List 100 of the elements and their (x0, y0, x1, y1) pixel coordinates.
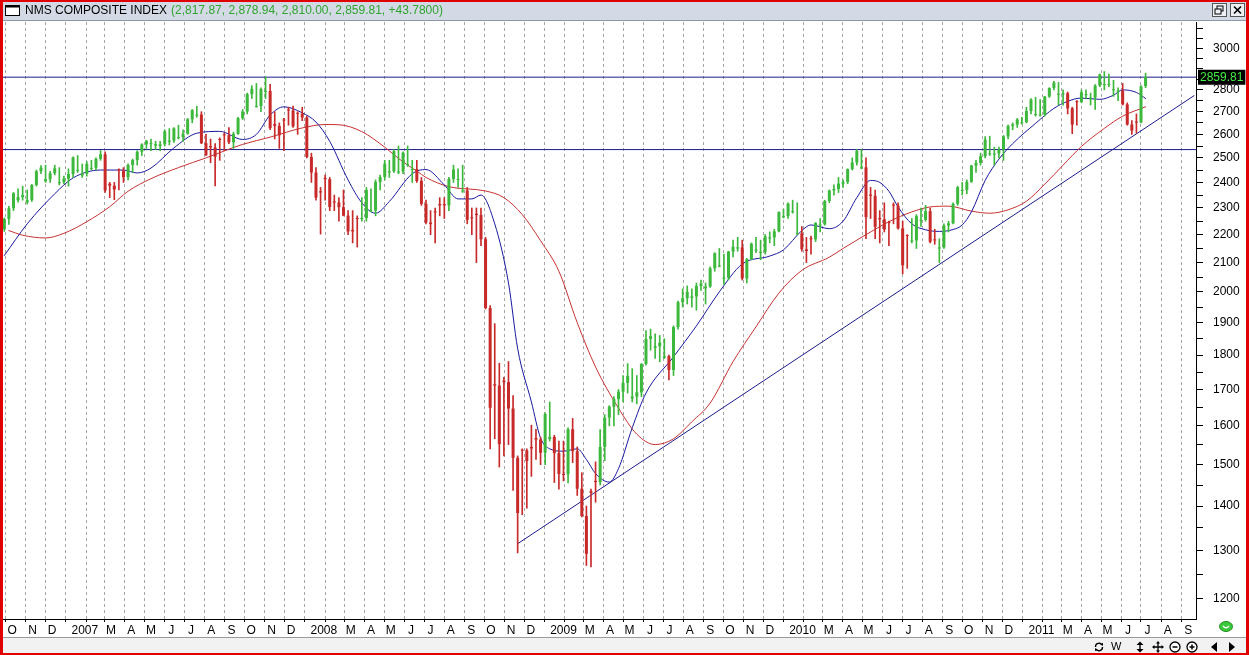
x-tick-label: N (267, 622, 276, 637)
x-tick-label: A (127, 622, 136, 637)
x-tick-label: N (506, 622, 516, 637)
candlestick (891, 202, 895, 225)
x-tick-label: J (407, 622, 414, 637)
candlestick (195, 105, 199, 118)
x-tick-label: A (685, 622, 694, 637)
y-tick-label: 2700 (1213, 104, 1241, 119)
x-tick-label: M (823, 622, 834, 637)
x-tick-label: D (526, 622, 536, 637)
candlestick (905, 234, 909, 269)
y-tick-label: 1900 (1213, 315, 1241, 330)
x-tick-label: M (106, 622, 117, 637)
candlestick (410, 159, 414, 183)
y-tick-label: 2200 (1213, 226, 1241, 241)
y-tick-label: 2300 (1213, 200, 1241, 215)
candlestick (662, 338, 666, 359)
x-tick-label: D (286, 622, 296, 637)
y-tick-label: 1700 (1213, 381, 1241, 396)
candlestick (149, 138, 153, 152)
x-tick-label: D (1004, 622, 1014, 637)
candlestick (57, 167, 61, 186)
candlestick (433, 207, 437, 244)
x-tick-label: 2010 (789, 622, 817, 637)
y-tick-label: 2600 (1213, 126, 1241, 141)
x-tick-label: J (168, 622, 175, 637)
y-tick-label: 2800 (1213, 82, 1241, 97)
y-tick-label: 2400 (1213, 174, 1241, 189)
x-tick-label: J (885, 622, 892, 637)
candlestick (1084, 89, 1088, 99)
x-tick-label: S (706, 622, 715, 637)
y-tick-label: 3000 (1213, 40, 1241, 55)
candlestick (653, 333, 657, 359)
candlestick (121, 167, 125, 183)
candlestick (525, 448, 529, 509)
x-tick-label: A (446, 622, 455, 637)
candlestick (158, 141, 162, 152)
candlestick (1057, 82, 1060, 106)
x-tick-label: J (1124, 622, 1131, 637)
candlestick (451, 164, 455, 183)
x-tick-label: A (1163, 622, 1172, 637)
candlestick (218, 137, 222, 161)
x-tick-label: N (28, 622, 37, 637)
candlestick (589, 488, 593, 568)
candlestick (671, 325, 675, 376)
candlestick (16, 188, 20, 203)
candlestick (635, 375, 639, 405)
candlestick (286, 106, 290, 126)
candlestick (222, 132, 226, 152)
x-tick-label: J (666, 622, 673, 637)
candlestick (282, 118, 286, 152)
x-tick-label: J (187, 622, 194, 637)
y-tick-label: 1200 (1213, 590, 1241, 605)
x-tick-label: A (207, 622, 216, 637)
x-tick-label: M (863, 622, 874, 637)
candlestick (818, 218, 822, 233)
x-tick-label: S (227, 622, 236, 637)
x-tick-label: D (765, 622, 775, 637)
candlestick (616, 389, 620, 416)
ref-line-label: 2859.81 (1200, 69, 1244, 84)
x-tick-label: S (945, 622, 954, 637)
candlestick (1107, 73, 1111, 87)
x-tick-label: M (1062, 622, 1073, 637)
y-tick-label: 1600 (1213, 418, 1241, 433)
candlestick (213, 143, 217, 187)
candlestick (717, 248, 721, 268)
candlestick (910, 218, 914, 244)
x-tick-label: 2008 (310, 622, 338, 637)
x-tick-label: A (366, 622, 375, 637)
candlestick (1002, 135, 1005, 161)
x-tick-label: S (467, 622, 476, 637)
x-tick-label: D (47, 622, 57, 637)
candlestick (181, 129, 185, 142)
y-tick-label: 1500 (1213, 456, 1241, 471)
x-tick-label: M (624, 622, 635, 637)
candlestick (887, 220, 891, 247)
candlestick (117, 168, 121, 191)
candlestick (355, 215, 359, 248)
x-tick-label: O (725, 622, 735, 637)
candlestick (1116, 87, 1120, 102)
candlestick (561, 440, 565, 482)
candlestick (332, 194, 336, 211)
x-tick-label: M (345, 622, 356, 637)
candlestick (176, 124, 180, 140)
title-bar: NMS COMPOSITE INDEX (2,817.87, 2,878.94, 2,810.00, 2,859.81, +43.7800) (0, 0, 1249, 21)
candlestick (974, 159, 978, 173)
candlestick (506, 361, 510, 445)
x-tick-label: 2007 (71, 622, 99, 637)
x-tick-label: 2009 (550, 622, 578, 637)
candlestick (937, 238, 941, 263)
chart-title: NMS COMPOSITE INDEX (25, 3, 168, 17)
x-tick-label: A (924, 622, 933, 637)
x-tick-label: O (964, 622, 974, 637)
x-tick-label: N (984, 622, 994, 637)
y-tick-label: 1800 (1213, 347, 1241, 362)
candlestick (456, 168, 460, 188)
y-tick-label: 1300 (1213, 542, 1241, 557)
x-tick-label: A (844, 622, 853, 637)
candlestick (1020, 116, 1024, 125)
x-tick-label: M (584, 622, 595, 637)
